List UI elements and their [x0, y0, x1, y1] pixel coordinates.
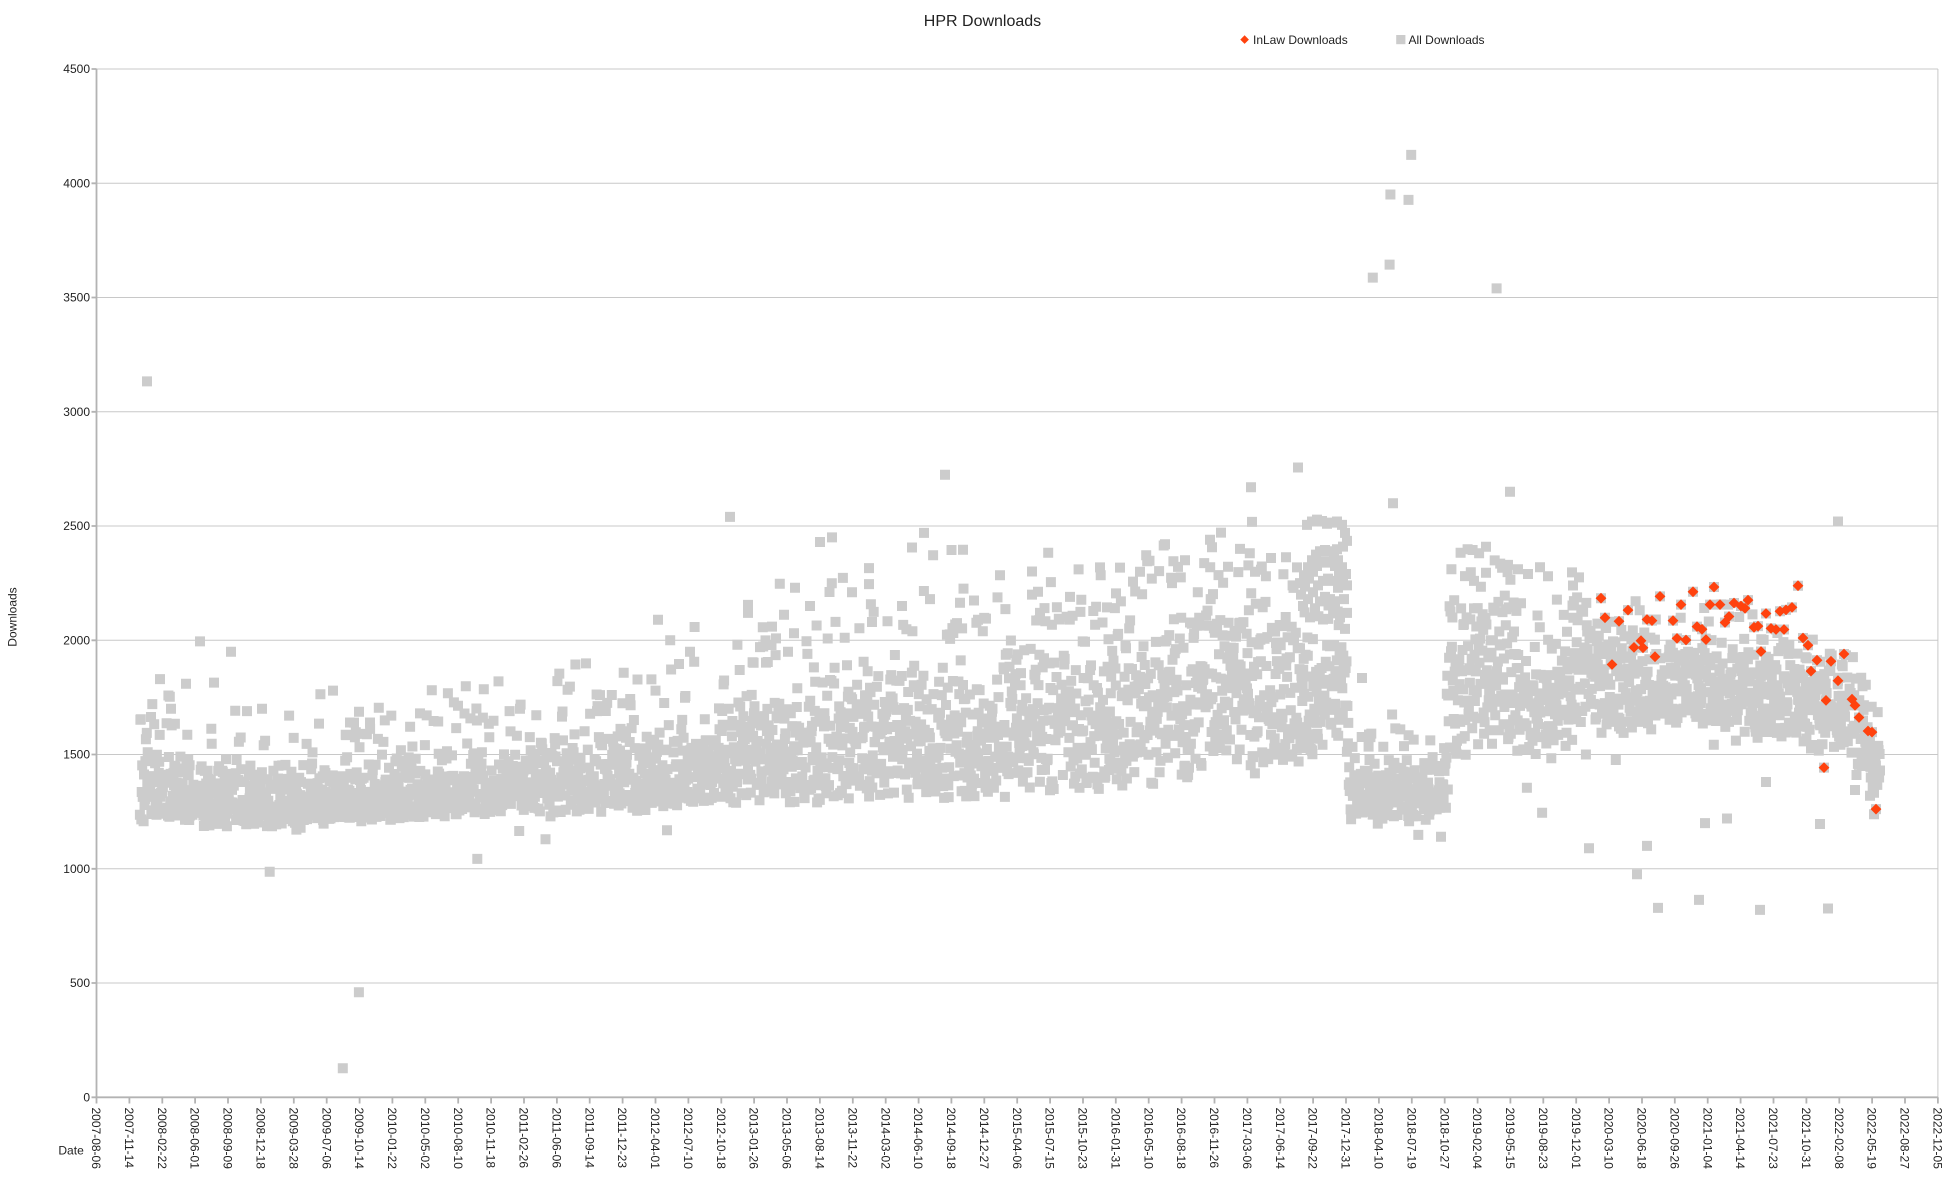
svg-text:2000: 2000 — [63, 634, 90, 648]
svg-text:2011-12-23: 2011-12-23 — [615, 1108, 629, 1169]
svg-text:2010-01-22: 2010-01-22 — [385, 1108, 399, 1170]
svg-text:2020-03-10: 2020-03-10 — [1602, 1108, 1616, 1170]
svg-text:2014-03-02: 2014-03-02 — [878, 1108, 892, 1170]
svg-text:2012-07-10: 2012-07-10 — [681, 1108, 695, 1170]
svg-text:2008-02-22: 2008-02-22 — [155, 1108, 169, 1170]
svg-text:2022-02-08: 2022-02-08 — [1832, 1108, 1846, 1170]
svg-text:2022-12-05: 2022-12-05 — [1931, 1108, 1945, 1170]
svg-text:4000: 4000 — [63, 177, 90, 191]
svg-text:2016-05-10: 2016-05-10 — [1141, 1108, 1155, 1170]
svg-text:2013-01-26: 2013-01-26 — [747, 1108, 761, 1170]
svg-text:2010-11-18: 2010-11-18 — [484, 1108, 498, 1169]
svg-text:Downloads: Downloads — [6, 587, 20, 646]
svg-text:2011-02-26: 2011-02-26 — [517, 1108, 531, 1169]
svg-text:1000: 1000 — [63, 862, 90, 876]
svg-text:2020-09-26: 2020-09-26 — [1667, 1108, 1681, 1170]
svg-text:Date: Date — [58, 1144, 84, 1158]
svg-text:2021-07-23: 2021-07-23 — [1766, 1108, 1780, 1170]
svg-text:2010-05-02: 2010-05-02 — [418, 1108, 432, 1170]
svg-text:4500: 4500 — [63, 62, 90, 76]
svg-text:2021-10-31: 2021-10-31 — [1799, 1108, 1813, 1170]
svg-text:2009-03-28: 2009-03-28 — [286, 1108, 300, 1170]
svg-text:2017-12-31: 2017-12-31 — [1339, 1108, 1353, 1170]
svg-text:2009-07-06: 2009-07-06 — [319, 1108, 333, 1170]
svg-text:2012-04-01: 2012-04-01 — [648, 1108, 662, 1170]
svg-text:2013-05-06: 2013-05-06 — [780, 1108, 794, 1170]
svg-text:2017-03-06: 2017-03-06 — [1240, 1108, 1254, 1170]
svg-text:2014-06-10: 2014-06-10 — [911, 1108, 925, 1170]
svg-text:2007-11-14: 2007-11-14 — [122, 1108, 136, 1169]
svg-text:2020-06-18: 2020-06-18 — [1635, 1108, 1649, 1170]
svg-text:2022-05-19: 2022-05-19 — [1865, 1108, 1879, 1170]
svg-text:2022-08-27: 2022-08-27 — [1898, 1108, 1912, 1170]
svg-text:2012-10-18: 2012-10-18 — [714, 1108, 728, 1170]
svg-text:HPR Downloads: HPR Downloads — [924, 13, 1041, 30]
svg-text:2008-09-09: 2008-09-09 — [221, 1108, 235, 1170]
svg-text:2017-06-14: 2017-06-14 — [1273, 1108, 1287, 1170]
svg-text:2011-09-14: 2011-09-14 — [582, 1108, 596, 1169]
svg-text:0: 0 — [83, 1091, 90, 1105]
svg-text:3500: 3500 — [63, 291, 90, 305]
svg-text:2018-07-19: 2018-07-19 — [1404, 1108, 1418, 1170]
svg-text:2014-09-18: 2014-09-18 — [944, 1108, 958, 1170]
svg-text:2016-01-31: 2016-01-31 — [1108, 1108, 1122, 1170]
svg-text:2008-12-18: 2008-12-18 — [254, 1108, 268, 1170]
svg-text:2021-04-14: 2021-04-14 — [1733, 1108, 1747, 1170]
svg-text:2009-10-14: 2009-10-14 — [352, 1108, 366, 1170]
svg-text:2016-08-18: 2016-08-18 — [1174, 1108, 1188, 1170]
svg-text:2010-08-10: 2010-08-10 — [451, 1108, 465, 1170]
svg-text:2017-09-22: 2017-09-22 — [1306, 1108, 1320, 1170]
svg-text:1500: 1500 — [63, 748, 90, 762]
svg-text:2018-10-27: 2018-10-27 — [1437, 1108, 1451, 1170]
svg-text:500: 500 — [70, 976, 90, 990]
svg-text:2019-12-01: 2019-12-01 — [1569, 1108, 1583, 1170]
svg-text:2015-04-06: 2015-04-06 — [1010, 1108, 1024, 1170]
svg-text:2015-07-15: 2015-07-15 — [1043, 1108, 1057, 1170]
svg-text:2500: 2500 — [63, 519, 90, 533]
svg-text:InLaw Downloads: InLaw Downloads — [1253, 33, 1348, 47]
svg-text:3000: 3000 — [63, 405, 90, 419]
svg-text:2008-06-01: 2008-06-01 — [188, 1108, 202, 1170]
svg-text:2019-02-04: 2019-02-04 — [1470, 1108, 1484, 1170]
svg-text:2007-08-06: 2007-08-06 — [89, 1108, 103, 1170]
svg-text:2019-08-23: 2019-08-23 — [1536, 1108, 1550, 1170]
svg-text:2011-06-06: 2011-06-06 — [550, 1108, 564, 1169]
svg-text:2019-05-15: 2019-05-15 — [1503, 1108, 1517, 1170]
svg-text:2018-04-10: 2018-04-10 — [1372, 1108, 1386, 1170]
svg-text:2021-01-04: 2021-01-04 — [1700, 1108, 1714, 1170]
svg-text:2015-10-23: 2015-10-23 — [1076, 1108, 1090, 1170]
svg-text:2014-12-27: 2014-12-27 — [977, 1108, 991, 1170]
svg-text:2013-11-22: 2013-11-22 — [845, 1108, 859, 1169]
svg-text:2013-08-14: 2013-08-14 — [813, 1108, 827, 1170]
svg-text:2016-11-26: 2016-11-26 — [1207, 1108, 1221, 1169]
svg-text:All Downloads: All Downloads — [1409, 33, 1485, 47]
